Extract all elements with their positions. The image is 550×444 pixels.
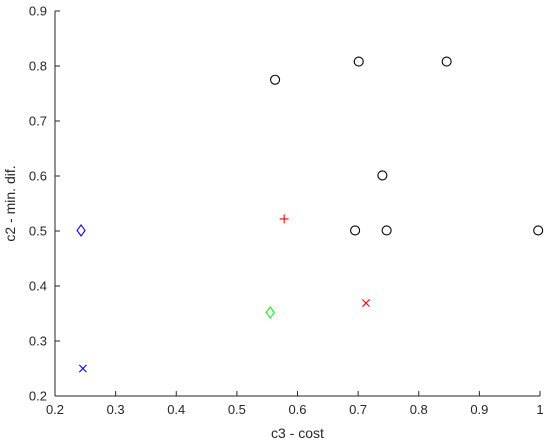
x-tick-label: 0.4 [167, 402, 185, 417]
x-tick-label: 0.9 [470, 402, 488, 417]
x-axis-label: c3 - cost [271, 425, 324, 441]
y-tick-label: 0.4 [29, 279, 47, 294]
x-tick-labels: 0.2 0.3 0.4 0.5 0.6 0.7 0.8 0.9 1 [46, 402, 544, 417]
y-tick-label: 0.9 [29, 4, 47, 19]
circle-point [353, 56, 364, 67]
y-axis-label: c2 - min. dif. [2, 165, 18, 241]
x-tick-label: 0.2 [46, 402, 64, 417]
y-tick-label: 0.2 [29, 389, 47, 404]
diamond-point [265, 305, 275, 319]
x-tick-label: 1 [536, 402, 543, 417]
y-tick-label: 0.6 [29, 169, 47, 184]
x-point [78, 364, 87, 373]
circle-point [381, 225, 392, 236]
diamond-point [76, 224, 86, 237]
plus-point [279, 214, 289, 224]
x-tick-label: 0.5 [228, 402, 246, 417]
x-tick-label: 0.7 [349, 402, 367, 417]
y-tick-label: 0.8 [29, 59, 47, 74]
circle-point [533, 225, 544, 236]
x-tick-label: 0.3 [107, 402, 125, 417]
circle-point [270, 74, 281, 85]
y-tick-label: 0.7 [29, 114, 47, 129]
y-tick-labels: 0.2 0.3 0.4 0.5 0.6 0.7 0.8 0.9 [29, 4, 47, 404]
x-tick-label: 0.6 [288, 402, 306, 417]
circle-point [350, 225, 361, 236]
y-tick-label: 0.3 [29, 334, 47, 349]
tick-marks [54, 10, 541, 397]
circle-point [441, 56, 452, 67]
circle-point [377, 170, 388, 181]
y-tick-label: 0.5 [29, 224, 47, 239]
x-tick-label: 0.8 [410, 402, 428, 417]
axes [54, 11, 540, 397]
x-point [362, 299, 370, 308]
data-points [76, 56, 544, 373]
